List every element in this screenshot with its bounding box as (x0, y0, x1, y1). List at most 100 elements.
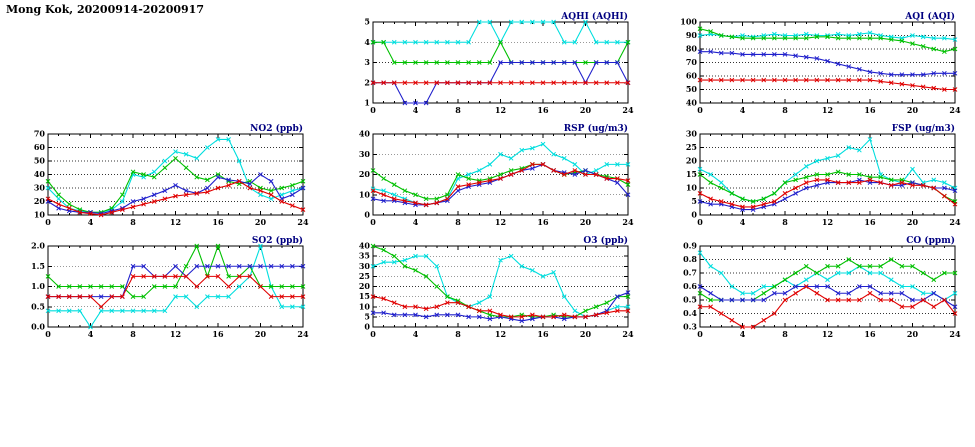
svg-text:1: 1 (364, 98, 370, 108)
svg-text:24: 24 (949, 329, 961, 339)
svg-text:3: 3 (364, 57, 370, 67)
svg-text:10: 10 (359, 301, 371, 311)
svg-text:AQI (AQI): AQI (AQI) (904, 11, 955, 22)
svg-text:8: 8 (455, 217, 461, 227)
svg-text:0.9: 0.9 (683, 241, 697, 251)
svg-text:16: 16 (864, 329, 876, 339)
chart-no2: 10 20 30 40 50 60 70 0 4 8 12 16 20 24 NO2 (ppb) (18, 120, 310, 232)
svg-text:0: 0 (697, 217, 703, 227)
chart-rsp: 0 10 20 30 40 0 4 8 12 16 20 24 RSP (ug/m3) (343, 120, 635, 232)
chart-aqi: 40 50 60 70 80 90 100 0 4 8 12 16 20 24 AQI (AQI) (670, 8, 962, 120)
svg-text:RSP (ug/m3): RSP (ug/m3) (564, 123, 628, 134)
page-title: Mong Kok, 20200914-20200917 (6, 3, 204, 16)
svg-text:16: 16 (537, 105, 549, 115)
svg-text:0.0: 0.0 (31, 322, 45, 332)
svg-text:12: 12 (822, 217, 833, 227)
svg-text:0.7: 0.7 (683, 268, 697, 278)
svg-text:20: 20 (359, 169, 371, 179)
svg-text:15: 15 (686, 169, 697, 179)
svg-text:4: 4 (88, 217, 94, 227)
chart-co: 0.3 0.4 0.5 0.6 0.7 0.8 0.9 0 4 8 12 16 20 24 CO (ppm) (670, 232, 962, 344)
svg-text:20: 20 (359, 281, 371, 291)
svg-text:0.5: 0.5 (683, 295, 697, 305)
svg-text:40: 40 (359, 241, 371, 251)
svg-text:50: 50 (34, 156, 46, 166)
svg-text:4: 4 (740, 217, 746, 227)
svg-text:8: 8 (130, 217, 136, 227)
svg-text:0: 0 (364, 322, 370, 332)
svg-text:16: 16 (212, 217, 224, 227)
svg-text:25: 25 (359, 271, 370, 281)
svg-text:AQHI (AQHI): AQHI (AQHI) (560, 11, 628, 22)
svg-text:8: 8 (782, 217, 788, 227)
svg-text:0: 0 (370, 105, 376, 115)
svg-text:20: 20 (907, 217, 919, 227)
svg-text:0: 0 (370, 329, 376, 339)
svg-text:16: 16 (212, 329, 224, 339)
chart-aqhi: 1 2 3 4 5 0 4 8 12 16 20 24 AQHI (AQHI) (343, 8, 635, 120)
svg-text:16: 16 (537, 329, 549, 339)
svg-text:2.0: 2.0 (31, 241, 45, 251)
svg-text:20: 20 (34, 196, 46, 206)
svg-text:0: 0 (697, 105, 703, 115)
svg-text:20: 20 (580, 105, 592, 115)
svg-text:0: 0 (45, 217, 51, 227)
svg-text:90: 90 (686, 30, 698, 40)
svg-text:24: 24 (297, 329, 309, 339)
svg-text:12: 12 (822, 329, 833, 339)
svg-text:30: 30 (686, 129, 698, 139)
svg-text:12: 12 (495, 217, 506, 227)
svg-text:15: 15 (359, 291, 370, 301)
svg-text:100: 100 (680, 17, 697, 27)
svg-text:70: 70 (34, 129, 46, 139)
svg-text:0: 0 (697, 329, 703, 339)
svg-text:O3 (ppb): O3 (ppb) (583, 235, 628, 246)
svg-text:5: 5 (364, 17, 370, 27)
svg-text:5: 5 (364, 311, 370, 321)
svg-text:0.8: 0.8 (683, 254, 697, 264)
svg-text:40: 40 (686, 98, 698, 108)
svg-text:0: 0 (691, 210, 697, 220)
svg-text:30: 30 (34, 183, 46, 193)
svg-text:NO2 (ppb): NO2 (ppb) (250, 123, 303, 134)
chart-fsp: 0 5 10 15 20 25 30 0 4 8 12 16 20 24 FSP (ug/m3) (670, 120, 962, 232)
svg-text:5: 5 (691, 196, 697, 206)
svg-text:24: 24 (622, 105, 634, 115)
svg-text:40: 40 (359, 129, 371, 139)
svg-text:SO2 (ppb): SO2 (ppb) (252, 235, 303, 246)
svg-text:12: 12 (170, 217, 181, 227)
svg-text:20: 20 (907, 329, 919, 339)
svg-text:4: 4 (413, 217, 419, 227)
svg-text:12: 12 (495, 329, 506, 339)
svg-text:4: 4 (740, 329, 746, 339)
chart-so2: 0.0 0.5 1.0 1.5 2.0 0 4 8 12 16 20 24 SO2 (ppb) (18, 232, 310, 344)
svg-text:20: 20 (255, 329, 267, 339)
svg-text:20: 20 (580, 329, 592, 339)
svg-text:12: 12 (495, 105, 506, 115)
svg-text:2: 2 (364, 77, 370, 87)
svg-text:12: 12 (822, 105, 833, 115)
svg-text:0: 0 (45, 329, 51, 339)
svg-text:20: 20 (255, 217, 267, 227)
svg-text:4: 4 (413, 105, 419, 115)
svg-text:50: 50 (686, 84, 698, 94)
svg-text:10: 10 (359, 189, 371, 199)
svg-text:4: 4 (413, 329, 419, 339)
svg-text:25: 25 (686, 142, 697, 152)
svg-text:1.0: 1.0 (31, 281, 45, 291)
rsp-plot: 0 10 20 30 40 0 4 8 12 16 20 24 RSP (ug/m3) (359, 123, 634, 227)
svg-text:8: 8 (455, 329, 461, 339)
svg-text:0: 0 (370, 217, 376, 227)
svg-text:20: 20 (907, 105, 919, 115)
svg-text:30: 30 (359, 261, 371, 271)
svg-text:8: 8 (782, 329, 788, 339)
svg-text:0: 0 (364, 210, 370, 220)
svg-text:0.3: 0.3 (683, 322, 697, 332)
svg-text:80: 80 (686, 44, 698, 54)
svg-text:24: 24 (622, 329, 634, 339)
svg-text:60: 60 (34, 142, 46, 152)
svg-text:4: 4 (364, 37, 370, 47)
svg-text:24: 24 (297, 217, 309, 227)
